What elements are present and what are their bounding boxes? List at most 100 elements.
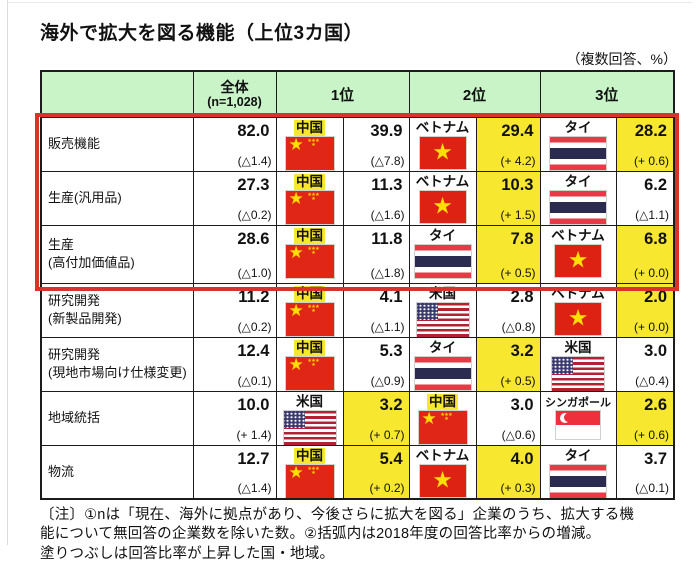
rank-delta: (△0.1) xyxy=(635,481,669,495)
rank-value: 3.2 xyxy=(379,395,403,414)
country-name: 中国 xyxy=(294,447,325,464)
table-row: 物流 12.7 (△1.4) 中国 5.4 (+ 0.2) ベトナム xyxy=(40,444,675,500)
rank2-value-cell: 4.0 (+ 0.3) xyxy=(475,444,541,500)
rank-delta: (△1.1) xyxy=(370,319,405,334)
rank1-country-cell: 中国 xyxy=(275,282,344,338)
rank-delta: (+ 0.5) xyxy=(500,265,536,280)
rank-value: 6.2 xyxy=(644,175,667,194)
table-row: 生産 (高付加価値品) 28.6 (△1.0) 中国 11.8 (△1.8) xyxy=(40,224,675,284)
country-flag-icon xyxy=(550,136,606,170)
total-delta: (△0.2) xyxy=(237,319,272,334)
rank-value: 2.6 xyxy=(644,395,667,414)
rank-value: 11.3 xyxy=(371,175,403,194)
rank-value: 3.7 xyxy=(644,449,667,468)
rank-delta: (+ 0.0) xyxy=(633,265,669,280)
total-delta: (+ 1.4) xyxy=(236,427,272,442)
rank1-value-cell: 11.8 (△1.8) xyxy=(342,224,410,284)
country-name: 中国 xyxy=(294,119,325,136)
rank-delta: (△0.8) xyxy=(501,319,536,334)
total-value: 12.4 xyxy=(237,341,270,360)
total-value: 12.7 xyxy=(237,449,270,468)
rank1-value-cell: 11.3 (△1.6) xyxy=(342,170,410,226)
country-flag-icon xyxy=(285,302,334,336)
rank3-value-cell: 3.7 (△0.1) xyxy=(615,444,675,500)
rank3-value-cell: 2.6 (+ 0.6) xyxy=(615,390,675,446)
table-row: 生産(汎用品) 27.3 (△0.2) 中国 11.3 (△1.6) ベトナ xyxy=(40,170,675,226)
page-left-edge-line xyxy=(7,0,8,545)
total-delta: (△0.2) xyxy=(237,207,272,222)
header-total-n: (n=1,028) xyxy=(207,95,262,110)
row-label: 生産 (高付加価値品) xyxy=(40,224,194,284)
country-flag-icon xyxy=(414,244,471,278)
rank-value: 28.2 xyxy=(634,121,667,140)
country-flag-icon xyxy=(555,244,601,277)
rank-value: 2.0 xyxy=(644,287,667,306)
total-delta: (△1.0) xyxy=(237,265,272,280)
country-name: 米国 xyxy=(296,393,323,409)
total-cell: 11.2 (△0.2) xyxy=(192,282,277,338)
country-name: ベトナム xyxy=(551,227,605,243)
country-flag-icon xyxy=(285,464,334,498)
rank3-country-cell: タイ xyxy=(539,116,617,172)
country-flag-icon xyxy=(285,190,334,224)
rank2-country-cell: タイ xyxy=(408,224,477,284)
rank2-value-cell: 7.8 (+ 0.5) xyxy=(475,224,541,284)
country-name: 中国 xyxy=(294,339,325,356)
country-flag-icon xyxy=(414,356,471,390)
rank-delta: (+ 0.6) xyxy=(633,153,669,168)
header-total-label: 全体 xyxy=(220,79,249,96)
row-label: 研究開発 (新製品開発) xyxy=(40,282,194,338)
rank1-country-cell: 中国 xyxy=(275,170,344,226)
country-flag-icon xyxy=(550,190,606,224)
country-flag-icon xyxy=(419,464,466,497)
total-value: 10.0 xyxy=(237,395,270,414)
rank-delta: (+ 0.7) xyxy=(369,427,405,442)
footnote-line: 能について無回答の企業数を除いた数。②括弧内は2018年度の回答比率からの増減。 xyxy=(40,526,601,543)
country-flag-icon xyxy=(416,302,469,336)
country-name: 中国 xyxy=(294,285,325,302)
corner-cell xyxy=(40,70,194,118)
country-name: タイ xyxy=(564,119,592,135)
rank1-country-cell: 米国 xyxy=(275,390,344,446)
rank-value: 3.2 xyxy=(510,341,534,360)
rank-value: 5.4 xyxy=(379,449,403,468)
rank1-country-cell: 中国 xyxy=(275,444,344,500)
country-name: タイ xyxy=(429,227,456,243)
rank-value: 39.9 xyxy=(370,121,403,140)
rank-value: 6.8 xyxy=(644,229,667,248)
table-row: 研究開発 (新製品開発) 11.2 (△0.2) 中国 4.1 (△1.1) xyxy=(40,282,675,338)
country-name: 米国 xyxy=(429,285,456,301)
row-label: 物流 xyxy=(40,444,194,500)
rank1-value-cell: 39.9 (△7.8) xyxy=(342,116,410,172)
country-name: ベトナム xyxy=(415,447,470,463)
expansion-functions-table: 全体 (n=1,028) 1位 2位 3位 販売機能 82.0 (△1.4) xyxy=(40,70,675,500)
country-name: 中国 xyxy=(294,173,325,190)
country-flag-icon xyxy=(285,356,334,390)
country-flag-icon xyxy=(555,302,601,335)
total-delta: (△1.4) xyxy=(237,153,272,168)
header-row: 全体 (n=1,028) 1位 2位 3位 xyxy=(40,70,675,118)
rank-value: 7.8 xyxy=(510,229,534,248)
rank-delta: (△1.6) xyxy=(370,207,405,222)
rank2-value-cell: 2.8 (△0.8) xyxy=(475,282,541,338)
rank2-country-cell: ベトナム xyxy=(408,444,477,500)
rank3-value-cell: 6.2 (△1.1) xyxy=(615,170,675,226)
rank-delta: (+ 0.5) xyxy=(500,373,536,388)
country-flag-icon xyxy=(552,356,604,390)
total-value: 27.3 xyxy=(237,175,270,194)
rank-value: 11.8 xyxy=(371,229,403,248)
rank1-country-cell: 中国 xyxy=(275,336,344,392)
rank3-country-cell: ベトナム xyxy=(539,224,617,284)
rank2-country-cell: タイ xyxy=(408,336,477,392)
rank2-country-cell: ベトナム xyxy=(408,116,477,172)
country-name: シンガポール xyxy=(545,396,611,409)
table-row: 研究開発 (現地市場向け仕様変更) 12.4 (△0.1) 中国 5.3 (△0… xyxy=(40,336,675,392)
rank2-country-cell: 中国 xyxy=(408,390,477,446)
rank-value: 3.0 xyxy=(510,395,534,414)
rank-value: 29.4 xyxy=(501,121,534,140)
rank-delta: (+ 0.2) xyxy=(369,481,405,495)
rank-delta: (+ 0.3) xyxy=(500,481,536,495)
country-name: 米国 xyxy=(564,339,592,355)
rank3-value-cell: 2.0 (+ 0.0) xyxy=(615,282,675,338)
header-rank1: 1位 xyxy=(275,70,410,118)
